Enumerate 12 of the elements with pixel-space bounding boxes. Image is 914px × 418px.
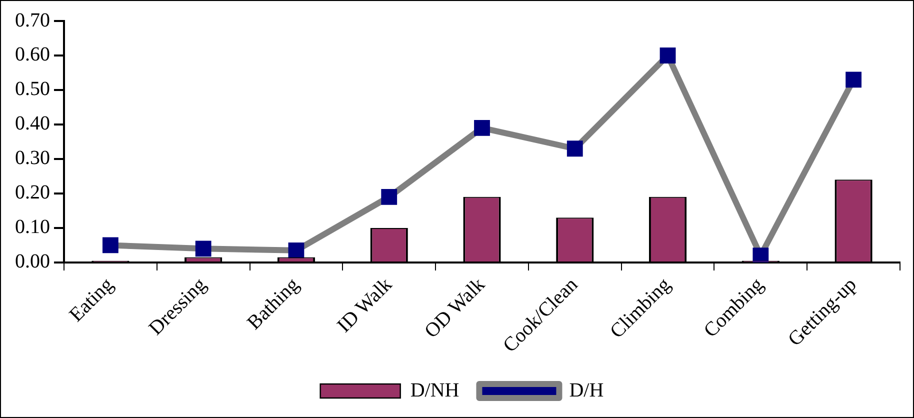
y-tick-label: 0.40 bbox=[15, 112, 50, 135]
x-tick-label: OD Walk bbox=[420, 274, 490, 342]
y-tick-label: 0.20 bbox=[15, 182, 50, 204]
y-tick-label: 0.30 bbox=[15, 147, 50, 170]
y-tick-label: 0.60 bbox=[15, 44, 50, 66]
x-tick-label: ID Walk bbox=[333, 274, 396, 337]
y-tick-label: 0.50 bbox=[15, 78, 50, 100]
y-tick-label: 0.70 bbox=[15, 9, 50, 32]
legend-label: D/H bbox=[569, 379, 604, 402]
y-tick-label: 0.10 bbox=[15, 216, 50, 238]
y-tick-label: 0.00 bbox=[15, 250, 50, 273]
legend-label: D/NH bbox=[410, 379, 460, 402]
